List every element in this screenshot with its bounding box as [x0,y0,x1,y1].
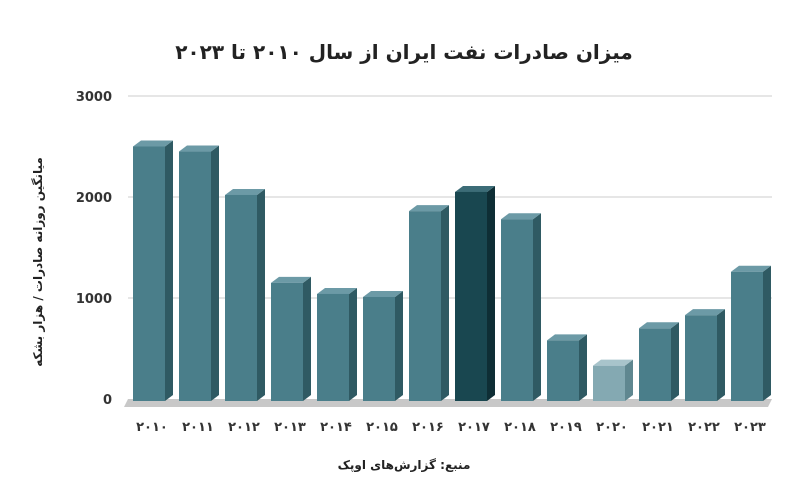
y-tick-label: 2000 [76,191,112,206]
y-tick-label: 0 [103,393,112,408]
bar-side [625,359,633,401]
bar-front [317,293,349,401]
x-tick-label: ۲۰۱۶ [412,420,444,435]
bar [593,359,633,401]
x-tick-label: ۲۰۱۱ [182,420,214,435]
x-tick-label: ۲۰۲۱ [642,420,674,435]
x-tick-label: ۲۰۱۵ [366,420,398,435]
bar-top [455,185,495,192]
bar [501,213,541,401]
bar-front [501,219,533,401]
chart-title: میزان صادرات نفت ایران از سال ۲۰۱۰ تا ۲۰… [175,40,633,64]
bar-side [763,265,771,401]
bar [685,309,725,401]
bar [179,145,219,401]
y-tick-label: 1000 [76,292,112,307]
bar-front [133,146,165,401]
bar-front [271,282,303,401]
bar-front [685,315,717,401]
x-tick-label: ۲۰۱۴ [320,420,352,435]
bar-side [303,276,311,401]
y-tick-label: 3000 [76,90,112,105]
bar-front [363,296,395,401]
bar-front [593,365,625,401]
bar-side [579,334,587,401]
x-tick-label: ۲۰۲۰ [596,420,628,435]
bar-top [133,140,173,147]
bar [455,185,495,401]
bar [363,290,403,401]
bar-top [501,213,541,220]
x-tick-label: ۲۰۱۸ [504,420,536,435]
bar-front [731,271,763,401]
bar-side [395,290,403,401]
x-tick-label: ۲۰۱۷ [458,420,490,435]
bar [409,205,449,401]
bar [133,140,173,401]
bar [317,287,357,401]
bar-top [639,322,679,329]
bar [271,276,311,401]
bar-top [363,290,403,297]
bar-top [685,309,725,316]
bar-side [349,287,357,401]
bar-top [593,359,633,366]
bar-side [717,309,725,401]
bar-front [225,194,257,401]
bar-front [409,211,441,401]
bar-top [547,334,587,341]
bar [731,265,771,401]
bar [547,334,587,401]
bar-side [211,145,219,401]
x-tick-label: ۲۰۲۳ [734,420,766,435]
bar-top [409,205,449,212]
bar-top [731,265,771,272]
bar-front [179,151,211,401]
bar-top [179,145,219,152]
x-tick-label: ۲۰۲۲ [688,420,720,435]
bar [225,188,265,401]
bar-side [533,213,541,401]
x-tick-label: ۲۰۱۲ [228,420,260,435]
bar [639,322,679,401]
bar-top [317,287,357,294]
x-axis-label: منبع: گزارش‌های اوپک [337,458,471,472]
bar-side [671,322,679,401]
x-tick-label: ۲۰۱۰ [136,420,168,435]
bar-side [165,140,173,401]
bar-front [455,191,487,401]
bar-side [487,185,495,401]
bar-top [271,276,311,283]
chart-floor [124,399,772,407]
bar-front [639,328,671,401]
x-tick-label: ۲۰۱۹ [550,420,582,435]
bar-side [257,188,265,401]
bar-top [225,188,265,195]
x-tick-label: ۲۰۱۳ [274,420,306,435]
bar-front [547,340,579,401]
bar-side [441,205,449,401]
